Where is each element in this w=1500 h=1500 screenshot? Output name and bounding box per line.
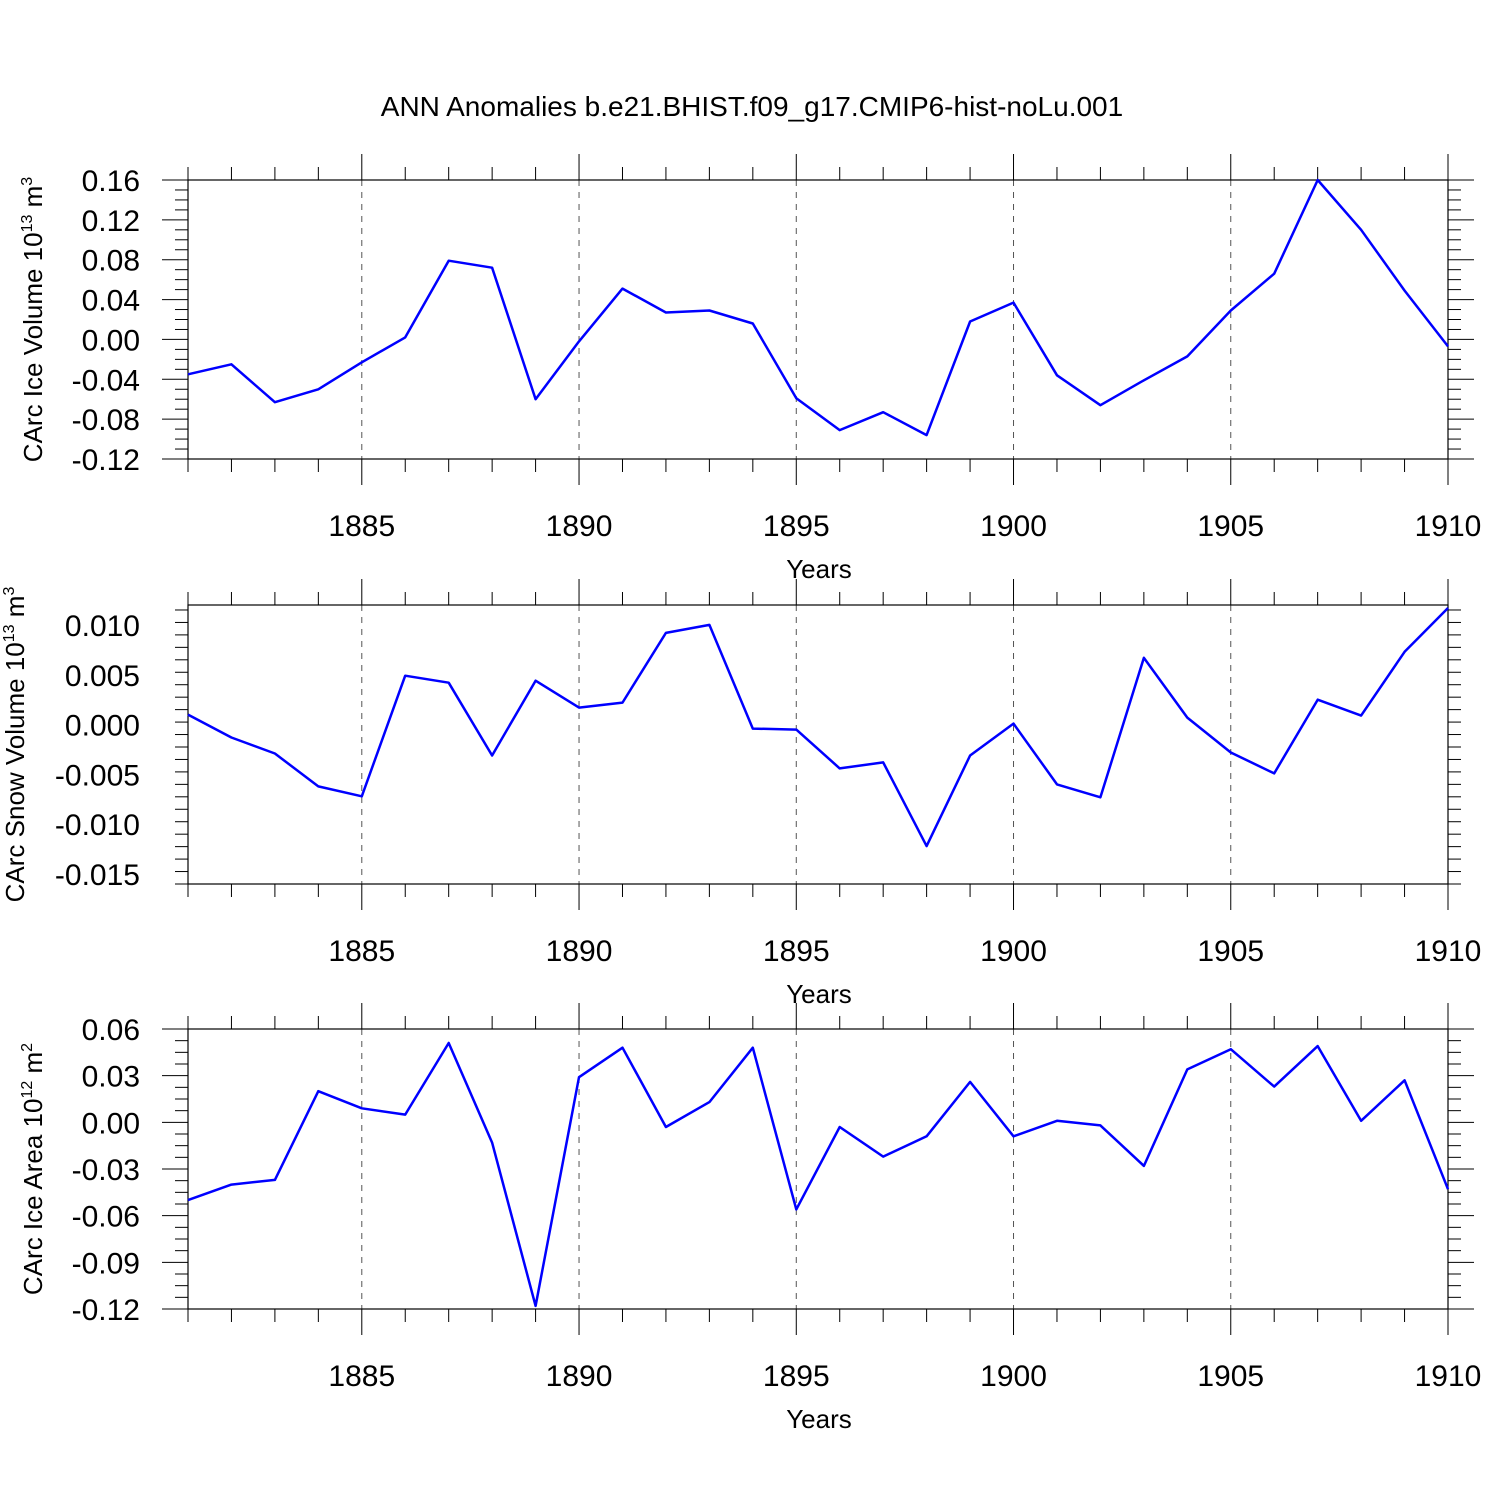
x-tick-label: 1895 — [763, 935, 830, 968]
y-tick-label: 0.04 — [82, 285, 140, 318]
y-tick-label: -0.010 — [55, 809, 140, 842]
x-tick-label: 1890 — [546, 510, 613, 543]
panel-3: -0.12 -0.09 -0.06 -0.03 0.00 0.03 0.06 1885 1890… — [18, 1003, 1481, 1434]
y-tick-label: -0.04 — [72, 364, 140, 397]
y-tick-label: -0.09 — [72, 1247, 140, 1280]
x-tick-label: 1905 — [1197, 510, 1264, 543]
y-tick-label: 0.00 — [82, 1107, 140, 1140]
y-tick-label: 0.000 — [65, 710, 140, 743]
x-tick-label: 1885 — [328, 510, 395, 543]
x-tick-label: 1890 — [546, 1360, 613, 1393]
y-tick-label: -0.06 — [72, 1201, 140, 1234]
x-tick-label: 1910 — [1415, 510, 1482, 543]
x-axis-label: Years — [786, 554, 852, 584]
y-tick-label: 0.005 — [65, 660, 140, 693]
y-tick-label: 0.06 — [82, 1014, 140, 1047]
x-tick-label: 1900 — [980, 510, 1047, 543]
y-tick-label: 0.00 — [82, 324, 140, 357]
x-tick-label: 1905 — [1197, 935, 1264, 968]
y-tick-label: -0.08 — [72, 404, 140, 437]
series-line — [187, 178, 1449, 437]
series-line — [187, 607, 1449, 848]
y-axis-label: CArc Ice Volume 1013 m3 — [18, 177, 48, 462]
plot-frame — [187, 1028, 1449, 1310]
x-tick-label: 1895 — [763, 510, 830, 543]
y-tick-label: -0.03 — [72, 1154, 140, 1187]
x-tick-label: 1900 — [980, 1360, 1047, 1393]
x-tick-label: 1885 — [328, 1360, 395, 1393]
x-tick-label: 1910 — [1415, 1360, 1482, 1393]
y-tick-label: 0.08 — [82, 245, 140, 278]
panel-1: -0.12 -0.08 -0.04 0.00 0.04 0.08 0.12 0.16 1885 1… — [18, 154, 1481, 584]
x-axis-label: Years — [786, 979, 852, 1009]
x-tick-label: 1900 — [980, 935, 1047, 968]
y-tick-label: -0.015 — [55, 859, 140, 892]
x-tick-label: 1890 — [546, 935, 613, 968]
y-tick-label: 0.12 — [82, 205, 140, 238]
series-line — [187, 1041, 1450, 1308]
y-axis-label: CArc Ice Area 1012 m2 — [18, 1043, 48, 1295]
y-tick-label: 0.010 — [65, 610, 140, 643]
x-tick-label: 1910 — [1415, 935, 1482, 968]
x-tick-label: 1895 — [763, 1360, 830, 1393]
chart-title: ANN Anomalies b.e21.BHIST.f09_g17.CMIP6-… — [381, 91, 1123, 122]
x-tick-label: 1885 — [328, 935, 395, 968]
panel-2: -0.015 -0.010 -0.005 0.000 0.005 0.010 1885 189… — [0, 579, 1481, 1009]
x-tick-label: 1905 — [1197, 1360, 1264, 1393]
y-tick-label: 0.16 — [82, 165, 140, 198]
plot-frame — [187, 179, 1449, 460]
y-tick-label: -0.005 — [55, 759, 140, 792]
y-tick-label: -0.12 — [72, 1294, 140, 1327]
y-tick-label: 0.03 — [82, 1061, 140, 1094]
x-axis-label: Years — [786, 1404, 852, 1434]
y-axis-label: CArc Snow Volume 1013 m3 — [0, 587, 30, 903]
plot-frame — [187, 604, 1449, 885]
y-tick-label: -0.12 — [72, 444, 140, 477]
